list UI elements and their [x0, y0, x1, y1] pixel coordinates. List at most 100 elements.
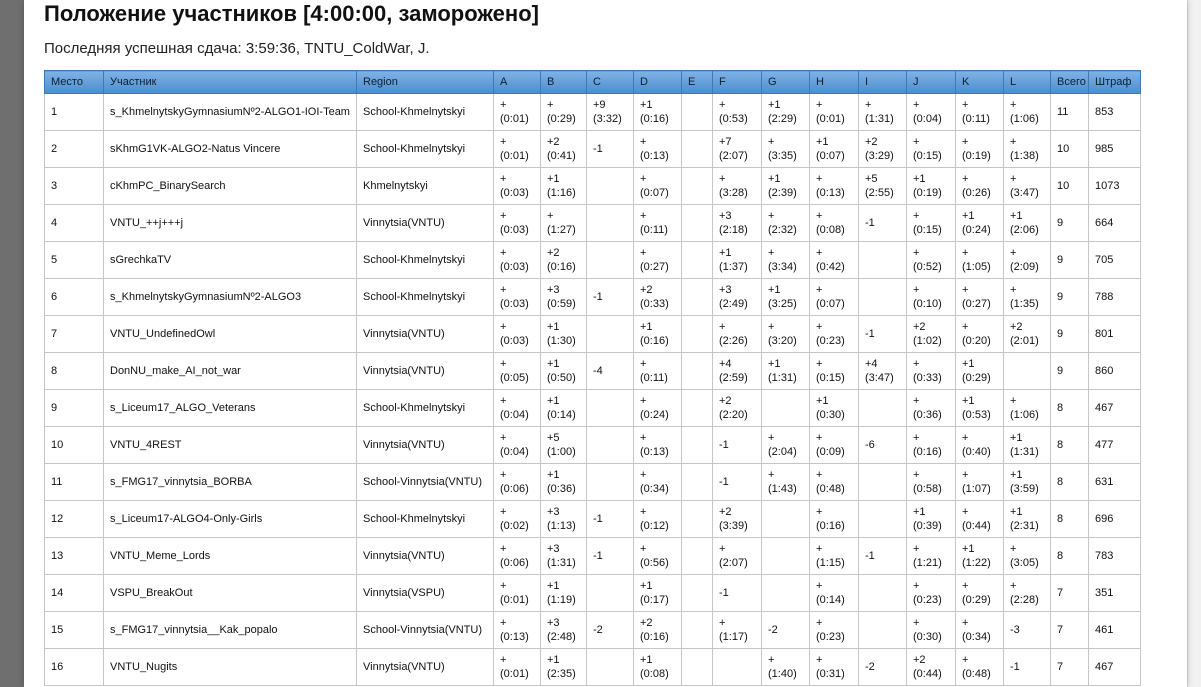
attempt-result: +7	[719, 136, 732, 148]
attempt-result: +	[962, 284, 969, 296]
problem-e-cell	[681, 426, 713, 464]
region-cell: School-Khmelnytskyi	[356, 130, 494, 168]
solve-time: (3:32)	[593, 113, 622, 125]
problem-h-cell: + (0:01)	[809, 93, 859, 131]
attempt-result: +	[640, 136, 647, 148]
team-name-cell: cKhmPC_BinarySearch	[103, 167, 357, 205]
solve-time: (0:26)	[962, 187, 991, 199]
problem-e-cell	[681, 167, 713, 205]
scrollbar[interactable]	[1187, 0, 1201, 687]
standings-page: Положение участников [4:00:00, заморожен…	[24, 0, 1187, 687]
problem-g-cell: +1 (1:31)	[761, 352, 810, 390]
solve-time: (1:38)	[1010, 150, 1039, 162]
solve-time: (0:01)	[500, 668, 529, 680]
solve-time: (0:27)	[640, 261, 669, 273]
place-cell: 8	[44, 352, 104, 390]
problem-l-cell	[1003, 352, 1051, 390]
solved-count-cell: 9	[1050, 204, 1089, 242]
attempt-result: +1	[1010, 432, 1023, 444]
solve-time: (3:47)	[1010, 187, 1039, 199]
solve-time: (1:30)	[547, 335, 576, 347]
attempt-result: +1	[816, 136, 829, 148]
attempt-result: +	[500, 173, 507, 185]
problem-i-cell: -1	[858, 315, 907, 353]
solve-time: (0:23)	[913, 594, 942, 606]
header-problem-g: G	[761, 70, 810, 94]
problem-g-cell: +1 (3:25)	[761, 278, 810, 316]
problem-j-cell: + (1:21)	[906, 537, 956, 575]
table-header-row: Место Участник Region A B C D E F G H I …	[44, 70, 1141, 94]
problem-h-cell: + (0:42)	[809, 241, 859, 279]
problem-j-cell: + (0:36)	[906, 389, 956, 427]
region-cell: Vinnytsia(VNTU)	[356, 352, 494, 390]
table-row: 3 cKhmPC_BinarySearch Khmelnytskyi + (0:03) +…	[44, 167, 1141, 205]
attempt-result: +1	[547, 173, 560, 185]
table-row: 7 VNTU_UndefinedOwl Vinnytsia(VNTU) + (0:03)…	[44, 315, 1141, 353]
solve-time: (2:48)	[547, 631, 576, 643]
penalty-cell: 467	[1088, 648, 1141, 686]
header-penalty: Штраф	[1088, 70, 1141, 94]
problem-h-cell: + (0:31)	[809, 648, 859, 686]
attempt-result: +	[913, 580, 920, 592]
solve-time: (0:03)	[500, 224, 529, 236]
solve-time: (0:16)	[640, 631, 669, 643]
solve-time: (0:19)	[962, 150, 991, 162]
problem-j-cell: + (0:16)	[906, 426, 956, 464]
solve-time: (0:13)	[640, 150, 669, 162]
problem-e-cell	[681, 241, 713, 279]
solve-time: (3:59)	[1010, 483, 1039, 495]
attempt-result: +2	[719, 506, 732, 518]
table-row: 2 sKhmG1VK-ALGO2-Natus Vincere School-Khme…	[44, 130, 1141, 168]
attempt-result: +3	[547, 284, 560, 296]
solve-time: (2:55)	[865, 187, 894, 199]
attempt-result: +2	[640, 617, 653, 629]
problem-b-cell: +2 (0:41)	[540, 130, 587, 168]
problem-i-cell	[858, 574, 907, 612]
problem-l-cell: + (1:06)	[1003, 93, 1051, 131]
problem-e-cell	[681, 352, 713, 390]
solve-time: (3:39)	[719, 520, 748, 532]
problem-e-cell	[681, 500, 713, 538]
problem-j-cell: + (0:15)	[906, 130, 956, 168]
attempt-result: +	[500, 99, 507, 111]
solved-count-cell: 8	[1050, 463, 1089, 501]
solve-time: (1:06)	[1010, 113, 1039, 125]
problem-e-cell	[681, 537, 713, 575]
attempt-result: +	[816, 99, 823, 111]
attempt-result: +	[500, 543, 507, 555]
header-problem-k: K	[955, 70, 1004, 94]
header-problem-b: B	[540, 70, 587, 94]
attempt-result: -1	[719, 587, 729, 599]
problem-c-cell	[586, 389, 634, 427]
problem-c-cell: -1	[586, 537, 634, 575]
problem-i-cell	[858, 278, 907, 316]
problem-j-cell: + (0:33)	[906, 352, 956, 390]
header-team: Участник	[103, 70, 357, 94]
header-problem-f: F	[712, 70, 762, 94]
attempt-result: +1	[962, 395, 975, 407]
team-name-cell: s_Liceum17-ALGO4-Only-Girls	[103, 500, 357, 538]
region-cell: Vinnytsia(VNTU)	[356, 426, 494, 464]
solve-time: (0:16)	[640, 335, 669, 347]
solve-time: (0:24)	[640, 409, 669, 421]
problem-e-cell	[681, 648, 713, 686]
solve-time: (3:35)	[768, 150, 797, 162]
attempt-result: +	[500, 395, 507, 407]
solved-count-cell: 10	[1050, 130, 1089, 168]
attempt-result: +	[768, 321, 775, 333]
solve-time: (1:31)	[1010, 446, 1039, 458]
attempt-result: +1	[547, 654, 560, 666]
solve-time: (3:34)	[768, 261, 797, 273]
problem-e-cell	[681, 130, 713, 168]
attempt-result: +	[816, 617, 823, 629]
solve-time: (1:37)	[719, 261, 748, 273]
solve-time: (0:07)	[816, 150, 845, 162]
problem-c-cell: -1	[586, 278, 634, 316]
attempt-result: +	[500, 321, 507, 333]
problem-b-cell: +1 (0:14)	[540, 389, 587, 427]
attempt-result: +	[962, 136, 969, 148]
solve-time: (0:01)	[816, 113, 845, 125]
team-name-cell: sKhmG1VK-ALGO2-Natus Vincere	[103, 130, 357, 168]
table-row: 9 s_Liceum17_ALGO_Veterans School-Khmelnyt…	[44, 389, 1141, 427]
solve-time: (0:07)	[816, 298, 845, 310]
